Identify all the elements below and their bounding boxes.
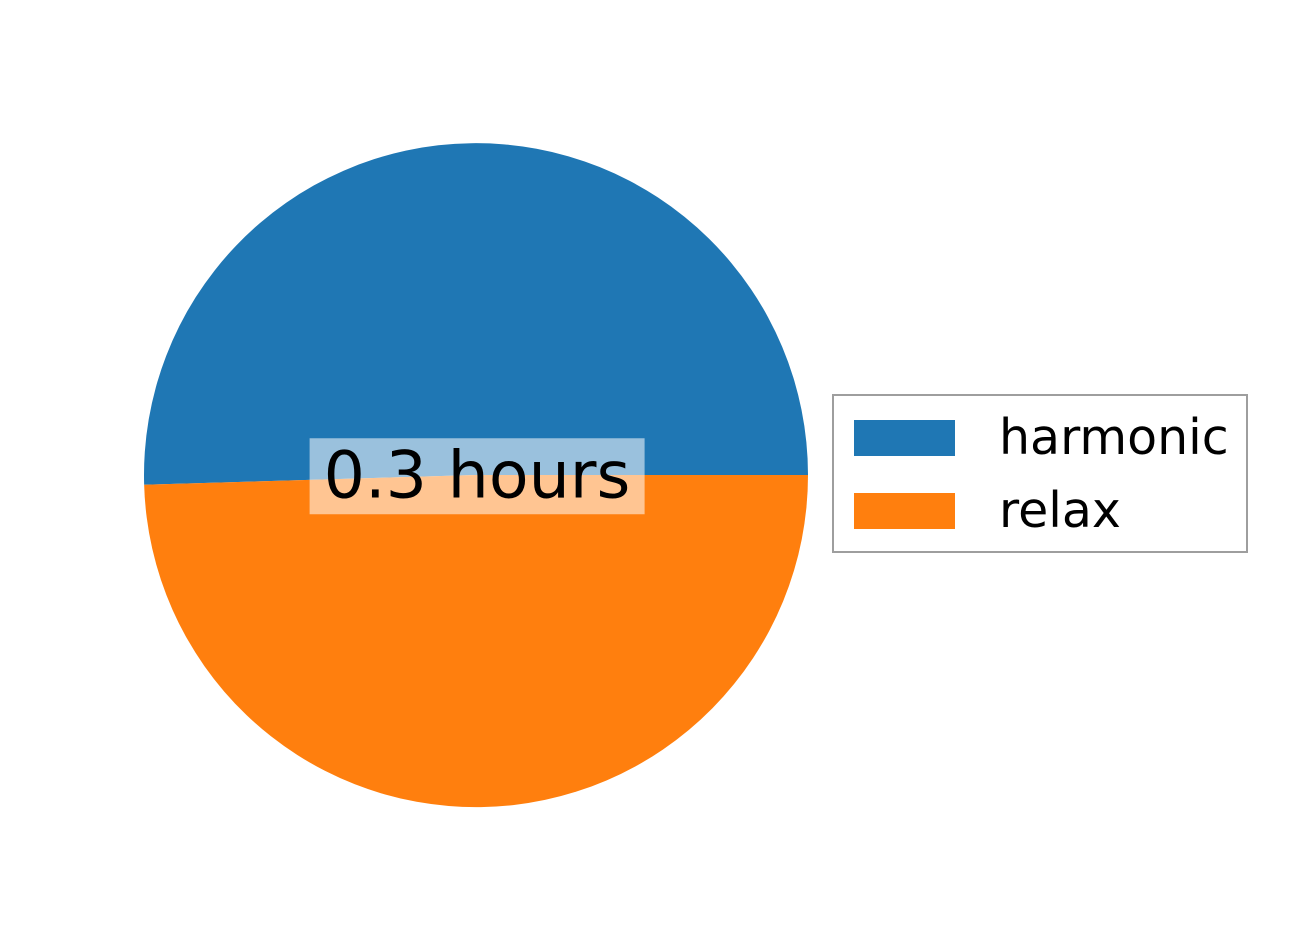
legend-label-harmonic: harmonic xyxy=(999,409,1229,466)
legend-swatch-relax xyxy=(854,492,955,529)
pie-slice-relax xyxy=(144,475,808,808)
legend-swatch-harmonic xyxy=(854,419,955,456)
legend-item-relax: relax xyxy=(834,474,1246,547)
pie-slice-harmonic xyxy=(144,143,808,485)
legend: harmonic relax xyxy=(832,394,1248,553)
legend-item-harmonic: harmonic xyxy=(834,401,1246,474)
pie-center-label: 0.3 hours xyxy=(309,438,645,514)
legend-label-relax: relax xyxy=(999,482,1121,539)
